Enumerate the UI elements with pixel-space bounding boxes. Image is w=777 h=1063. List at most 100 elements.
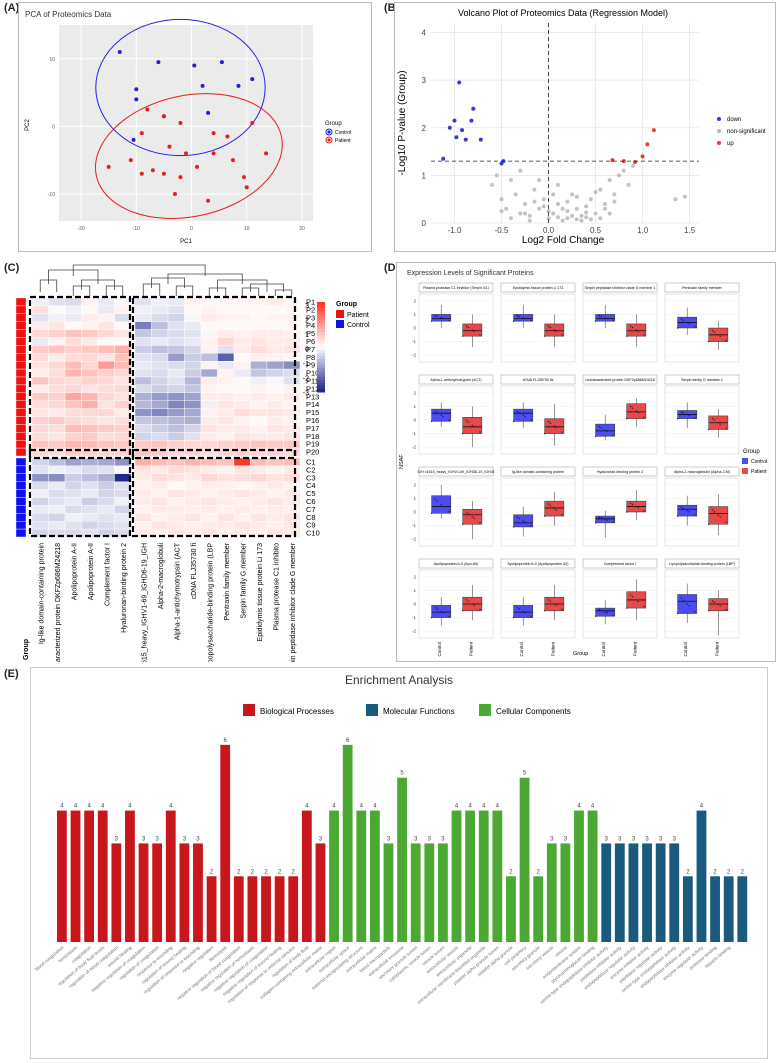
pca-ellipse-patient bbox=[94, 93, 283, 219]
heatmap-cell bbox=[233, 353, 251, 362]
heatmap-cell bbox=[283, 521, 301, 530]
panel-label-d: (D) bbox=[384, 262, 400, 274]
heatmap-cell bbox=[250, 305, 268, 315]
boxplot-jitter-point bbox=[680, 506, 683, 509]
heatmap-cell bbox=[283, 408, 301, 417]
enrichment-bar-value: 4 bbox=[468, 804, 472, 810]
enrichment-bar-cc bbox=[329, 810, 339, 942]
boxplot-jitter-point bbox=[600, 609, 603, 612]
heatmap-cell bbox=[31, 497, 49, 506]
pca-point-control bbox=[219, 60, 224, 65]
heatmap-column-label: Epididymis tissue protein Li 173 bbox=[257, 543, 264, 642]
pca-point-patient bbox=[250, 121, 255, 125]
heatmap-cell bbox=[31, 505, 49, 514]
volcano-point-non-significant bbox=[532, 187, 537, 192]
boxplot-jitter-point bbox=[711, 417, 714, 420]
heatmap-cell bbox=[97, 513, 115, 522]
heatmap-column-label: Alpha-1-antichymotrypsin (ACT bbox=[174, 542, 181, 640]
boxplot-ytick-label: -1 bbox=[412, 523, 416, 528]
heatmap-cell bbox=[64, 408, 82, 417]
heatmap-cell bbox=[48, 513, 66, 522]
boxplot-panel-title: Ig-like domain-containing protein bbox=[512, 470, 564, 474]
heatmap-cell bbox=[97, 424, 115, 433]
heatmap-cell bbox=[81, 408, 99, 417]
heatmap-cell bbox=[151, 313, 169, 322]
boxplot-strip bbox=[664, 374, 740, 385]
heatmap-colorbar-step bbox=[317, 302, 325, 306]
boxplot-panel-title: Alpha-2-macroglobulin (Alpha-2-M) bbox=[674, 470, 730, 474]
boxplot-jitter-point bbox=[543, 432, 546, 435]
heatmap-cell bbox=[283, 481, 301, 490]
volcano-legend-ns: non-significant bbox=[727, 129, 766, 135]
heatmap-cell bbox=[97, 521, 115, 530]
heatmap-cell bbox=[167, 439, 185, 449]
heatmap-cell bbox=[81, 321, 99, 330]
boxplot-jitter-point bbox=[598, 315, 601, 317]
heatmap-cell bbox=[184, 513, 202, 522]
heatmap-cell bbox=[200, 439, 218, 449]
boxplot-jitter-point bbox=[479, 608, 481, 611]
heatmap-cell bbox=[134, 392, 152, 401]
boxplot-jitter-point bbox=[686, 509, 688, 512]
heatmap-cell bbox=[31, 313, 49, 322]
volcano-point-non-significant bbox=[584, 215, 589, 220]
heatmap-cell bbox=[167, 489, 185, 498]
enrichment-bar-value: 3 bbox=[441, 836, 445, 842]
volcano-point-non-significant bbox=[508, 216, 513, 221]
heatmap-cell bbox=[114, 337, 132, 346]
heatmap-cell bbox=[250, 489, 268, 498]
heatmap-legend-title: Group bbox=[336, 301, 357, 308]
heatmap-cluster-box-1 bbox=[28, 295, 132, 460]
enrichment-bar-value: 2 bbox=[686, 869, 690, 875]
volcano-point-non-significant bbox=[607, 178, 612, 183]
enrichment-bar-value: 2 bbox=[727, 869, 731, 875]
pca-point-patient bbox=[206, 198, 211, 203]
boxplot-ytick-label: 0 bbox=[413, 602, 416, 607]
boxplot-jitter-point bbox=[524, 612, 526, 614]
heatmap-cell bbox=[97, 457, 115, 467]
heatmap-column-label: Apolipoprotein A-II bbox=[88, 543, 95, 600]
boxplot-jitter-point bbox=[465, 325, 468, 328]
volcano-point-down bbox=[471, 106, 476, 111]
heatmap-cell bbox=[48, 345, 66, 354]
boxplot-jitter-point bbox=[448, 419, 450, 421]
heatmap-cell bbox=[266, 321, 284, 330]
heatmap-group-annotation bbox=[15, 416, 27, 425]
heatmap-column-label: Pentraxin family member bbox=[224, 542, 231, 620]
enrichment-bar-value: 4 bbox=[101, 804, 105, 810]
heatmap-cell bbox=[31, 368, 49, 378]
volcano-ytick-label: 4 bbox=[422, 29, 427, 38]
boxplot-strip bbox=[418, 466, 494, 477]
heatmap-cell bbox=[167, 513, 185, 522]
boxplot-strip bbox=[500, 466, 576, 477]
heatmap-colorbar-step bbox=[317, 368, 325, 372]
heatmap-cell bbox=[184, 416, 202, 425]
enrichment-bar-value: 3 bbox=[183, 836, 187, 842]
boxplot-jitter-point bbox=[436, 315, 439, 318]
enrichment-legend-cc: Cellular Components bbox=[496, 707, 571, 716]
heatmap-cell bbox=[97, 505, 115, 514]
volcano-point-non-significant bbox=[612, 192, 617, 197]
boxplot-jitter-point bbox=[686, 413, 688, 416]
heatmap-cell bbox=[266, 305, 284, 315]
pca-point-control bbox=[117, 50, 122, 55]
boxplot-jitter-point bbox=[631, 407, 634, 409]
heatmap-cell bbox=[233, 392, 251, 401]
heatmap-row-label: C4 bbox=[306, 481, 316, 490]
boxplot-jitter-point bbox=[473, 604, 475, 607]
heatmap-cell bbox=[64, 481, 82, 490]
boxplot-jitter-point bbox=[518, 315, 521, 318]
boxplot-panel-title: Hyaluronan-binding protein 2 bbox=[597, 470, 643, 474]
heatmap-cell bbox=[81, 400, 99, 409]
volcano-point-non-significant bbox=[537, 206, 542, 211]
boxplot-jitter-point bbox=[442, 612, 444, 614]
boxplot-jitter-point bbox=[524, 317, 526, 320]
heatmap-cell bbox=[64, 432, 82, 441]
heatmap-cell bbox=[31, 329, 49, 338]
volcano-point-non-significant bbox=[570, 192, 575, 197]
boxplot-jitter-point bbox=[713, 601, 716, 603]
heatmap-cell bbox=[167, 465, 185, 474]
enrichment-bar-value: 3 bbox=[618, 836, 622, 842]
heatmap-colorbar-step bbox=[317, 383, 325, 387]
boxplot-jitter-point bbox=[524, 521, 526, 523]
